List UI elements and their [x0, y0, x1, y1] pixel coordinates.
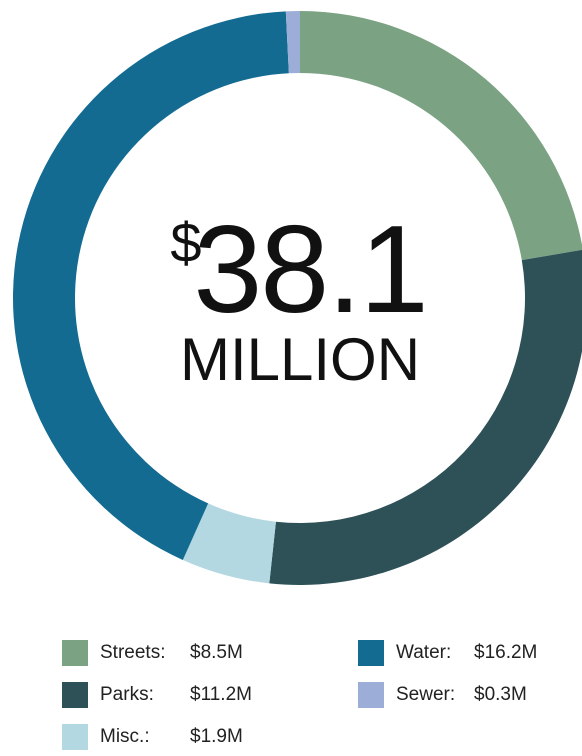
legend-label: Parks:: [100, 684, 154, 705]
legend-value: $1.9M: [190, 726, 243, 747]
legend-swatch: [62, 640, 88, 666]
center-prefix: $: [170, 211, 201, 274]
legend-label: Sewer:: [396, 684, 455, 705]
legend-label: Misc.:: [100, 726, 150, 747]
donut-segment: [285, 11, 300, 74]
donut-segment: [269, 249, 582, 585]
center-value: 38.1: [193, 201, 426, 339]
legend-value: $16.2M: [474, 642, 537, 663]
donut-segment: [182, 503, 276, 584]
legend-value: $0.3M: [474, 684, 527, 705]
legend-swatch: [62, 724, 88, 750]
center-unit: MILLION: [180, 326, 420, 393]
legend-swatch: [358, 640, 384, 666]
legend-label: Streets:: [100, 642, 165, 663]
donut-segment: [12, 11, 289, 560]
legend-value: $8.5M: [190, 642, 243, 663]
legend-swatch: [62, 682, 88, 708]
donut-segment: [300, 11, 582, 261]
legend-swatch: [358, 682, 384, 708]
legend-label: Water:: [396, 642, 451, 663]
legend-value: $11.2M: [190, 684, 252, 705]
